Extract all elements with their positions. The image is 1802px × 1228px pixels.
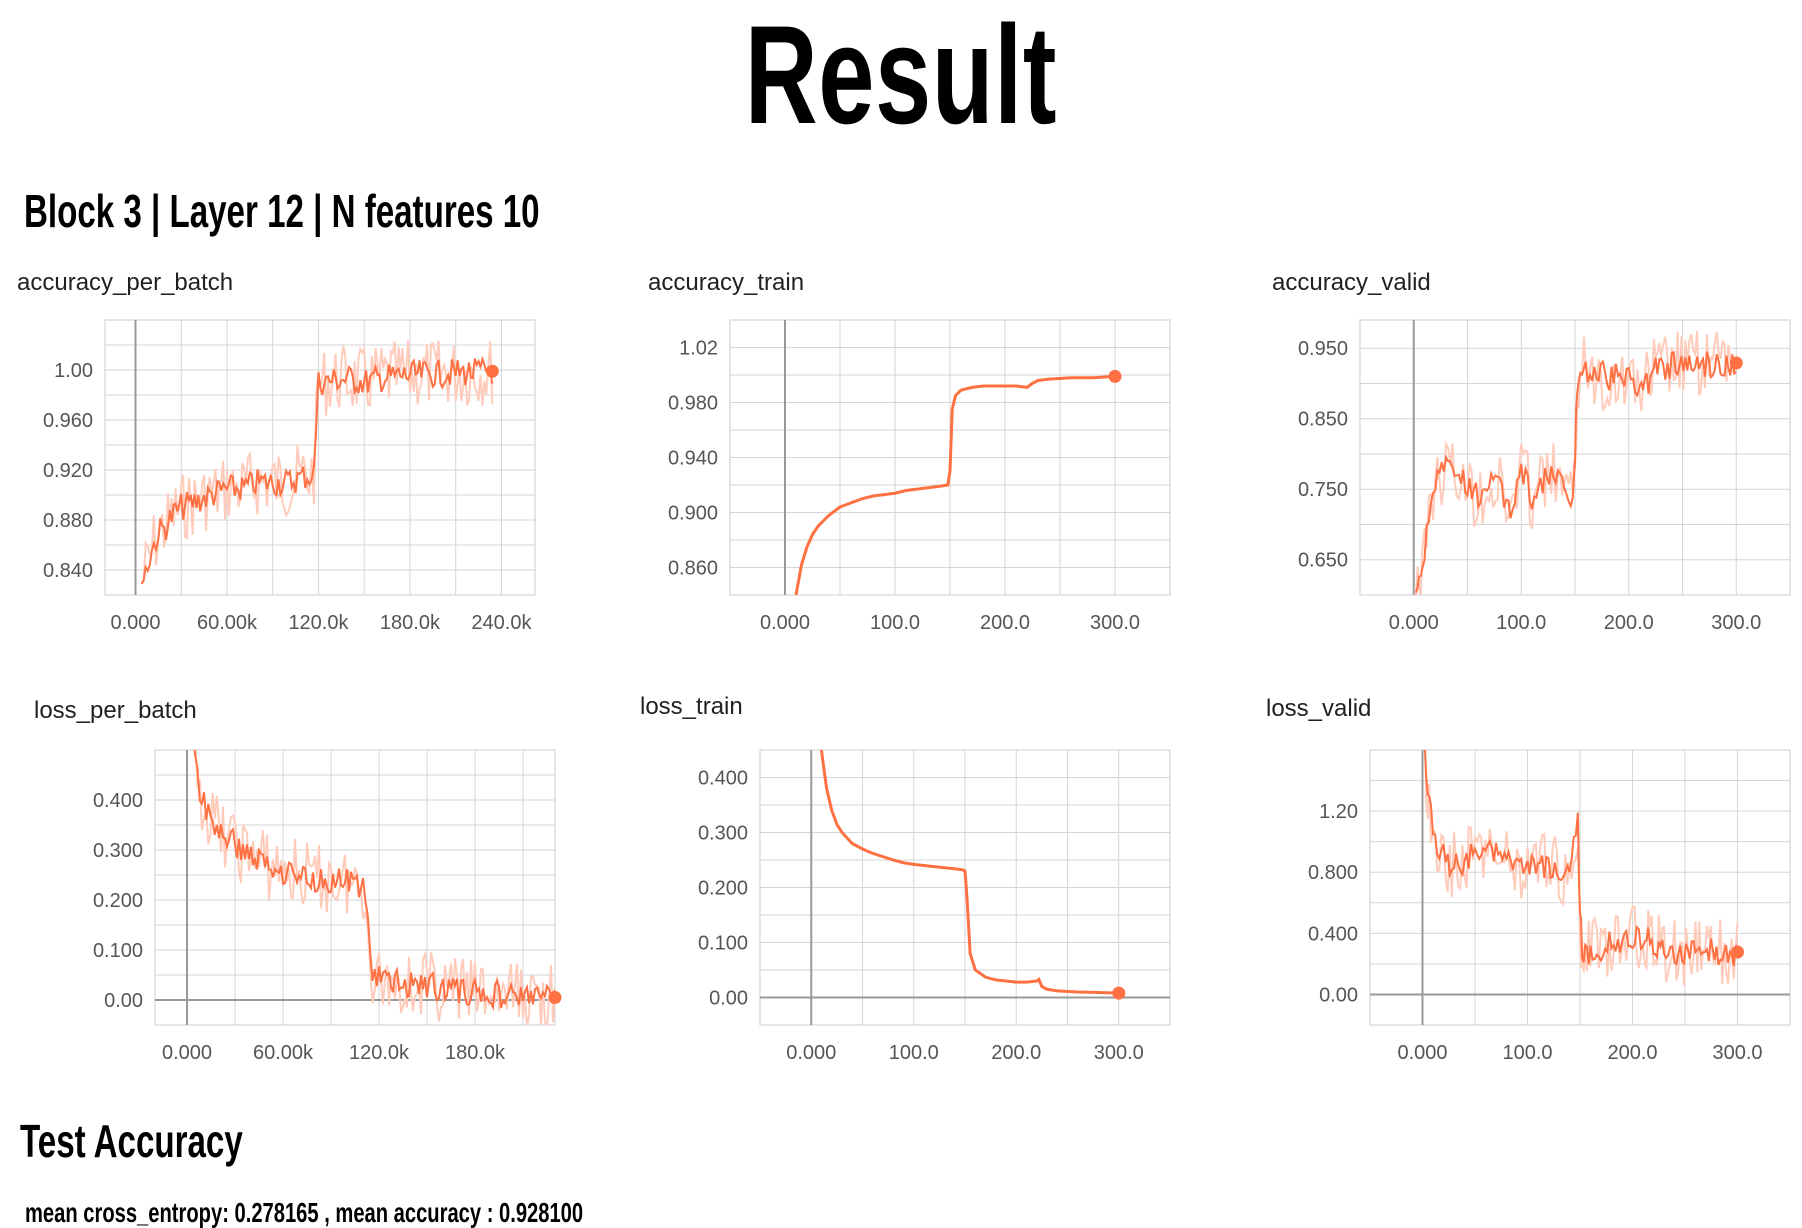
x-tick-label: 0.000 [162, 1042, 212, 1064]
chart-title-loss-per-batch: loss_per_batch [34, 697, 197, 724]
y-tick-label: 1.00 [54, 360, 93, 382]
x-tick-label: 60.00k [253, 1042, 314, 1064]
x-tick-label: 0.000 [1389, 612, 1439, 634]
chart-loss-per-batch: 0.000 60.00k 120.0k 180.0k 0.00 0.100 0.200 0.3… [93, 749, 562, 1064]
chart-title-loss-train: loss_train [640, 693, 743, 720]
x-tick-label: 100.0 [870, 612, 920, 634]
y-tick-label: 0.00 [1319, 984, 1358, 1006]
chart-accuracy-per-batch: 0.000 60.00k 120.0k 180.0k 240.0k 0.840 0.880 0… [43, 319, 536, 634]
y-tick-label: 0.00 [104, 990, 143, 1012]
x-tick-label: 100.0 [1502, 1042, 1552, 1064]
plot-frame [759, 749, 1171, 1026]
x-tick-label: 200.0 [1607, 1042, 1657, 1064]
series-end-point [1731, 945, 1744, 959]
grid [105, 319, 535, 596]
series-smoothed-line [1424, 750, 1739, 967]
series-end-point [1112, 986, 1126, 1000]
plot-frame [1359, 319, 1791, 596]
x-tick-label: 200.0 [991, 1042, 1041, 1064]
chart-title-accuracy-valid: accuracy_valid [1272, 269, 1431, 296]
y-tick-label: 0.950 [1298, 338, 1348, 360]
y-tick-label: 0.650 [1298, 550, 1348, 572]
x-tick-label: 60.00k [197, 612, 258, 634]
x-tick-label: 200.0 [980, 612, 1030, 634]
y-tick-label: 0.400 [93, 790, 143, 812]
plot-frame [1369, 749, 1791, 1026]
series-end-point [1108, 369, 1122, 383]
y-tick-label: 0.900 [668, 503, 718, 525]
series-end-point [1729, 356, 1743, 370]
test-accuracy-summary: mean cross_entropy: 0.278165 , mean accu… [25, 1197, 584, 1228]
chart-title-loss-valid: loss_valid [1266, 695, 1372, 722]
run-subtitle: Block 3 | Layer 12 | N features 10 [24, 185, 540, 237]
y-tick-label: 0.850 [1298, 409, 1348, 431]
x-tick-label: 180.0k [445, 1042, 506, 1064]
y-tick-label: 0.980 [668, 393, 718, 415]
y-tick-label: 0.300 [93, 840, 143, 862]
test-accuracy-heading: Test Accuracy [20, 1115, 243, 1167]
series-smoothed-line [140, 355, 494, 585]
chart-title-accuracy-per-batch: accuracy_per_batch [17, 269, 234, 296]
series-raw-line [1424, 750, 1739, 986]
plot-frame [154, 749, 556, 1026]
x-tick-label: 120.0k [288, 612, 349, 634]
y-tick-label: 0.840 [43, 560, 93, 582]
series-line [794, 374, 1116, 595]
x-tick-label: 0.000 [786, 1042, 836, 1064]
y-tick-label: 0.400 [698, 768, 748, 790]
y-tick-label: 0.920 [43, 460, 93, 482]
x-tick-label: 0.000 [110, 612, 160, 634]
chart-loss-train: 0.000 100.0 200.0 300.0 0.00 0.100 0.200 0.300 0… [698, 749, 1171, 1064]
y-tick-label: 0.750 [1298, 479, 1348, 501]
x-tick-label: 100.0 [1496, 612, 1546, 634]
x-tick-label: 100.0 [889, 1042, 939, 1064]
y-tick-label: 0.200 [698, 878, 748, 900]
plot-frame [104, 319, 536, 596]
chart-accuracy-valid: 0.000 100.0 200.0 300.0 0.650 0.750 0.850 0.950 [1298, 319, 1791, 634]
series-smoothed-line [1414, 350, 1737, 593]
y-tick-label: 0.880 [43, 510, 93, 532]
series-raw-line [1414, 330, 1738, 595]
x-tick-label: 120.0k [349, 1042, 410, 1064]
y-tick-label: 0.100 [93, 940, 143, 962]
plot-frame [729, 319, 1171, 596]
series-raw-line [194, 750, 555, 1025]
x-tick-label: 300.0 [1090, 612, 1140, 634]
page-title: Result [744, 0, 1058, 153]
x-tick-label: 180.0k [380, 612, 441, 634]
y-tick-label: 0.00 [709, 988, 748, 1010]
series-smoothed-line [193, 750, 555, 1012]
chart-title-accuracy-train: accuracy_train [648, 269, 805, 296]
x-tick-label: 240.0k [471, 612, 532, 634]
series-line [820, 750, 1119, 995]
x-tick-label: 300.0 [1711, 612, 1761, 634]
series-end-point [485, 364, 499, 378]
series-end-point [548, 991, 562, 1004]
x-tick-label: 0.000 [1397, 1042, 1447, 1064]
x-tick-label: 300.0 [1712, 1042, 1762, 1064]
y-tick-label: 1.20 [1319, 801, 1358, 823]
y-tick-label: 0.800 [1308, 862, 1358, 884]
y-tick-label: 0.400 [1308, 923, 1358, 945]
x-tick-label: 200.0 [1604, 612, 1654, 634]
y-tick-label: 0.860 [668, 558, 718, 580]
chart-accuracy-train: 0.000 100.0 200.0 300.0 0.860 0.900 0.940 0.980… [668, 319, 1171, 634]
y-tick-label: 0.300 [698, 823, 748, 845]
y-tick-label: 0.960 [43, 410, 93, 432]
y-tick-label: 0.100 [698, 933, 748, 955]
x-tick-label: 300.0 [1094, 1042, 1144, 1064]
chart-loss-valid: 0.000 100.0 200.0 300.0 0.00 0.400 0.800 1.20 [1308, 749, 1791, 1064]
y-tick-label: 1.02 [679, 338, 718, 360]
x-tick-label: 0.000 [760, 612, 810, 634]
y-tick-label: 0.940 [668, 448, 718, 470]
y-tick-label: 0.200 [93, 890, 143, 912]
